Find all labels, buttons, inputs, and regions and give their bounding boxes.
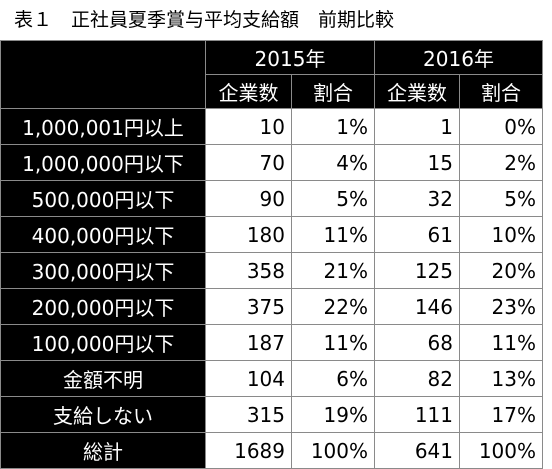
count-2016-cell: 1 [374,108,460,145]
row-label: 100,000円以下 [0,324,206,361]
table-row: 300,000円以下 358 21% 125 20% [0,252,543,289]
count-2016-cell: 61 [374,216,460,253]
row-label: 支給しない [0,396,206,433]
row-label: 金額不明 [0,360,206,397]
count-2015-cell: 1689 [205,432,292,469]
ratio-2016-cell: 2% [459,144,543,181]
row-label: 300,000円以下 [0,252,206,289]
ratio-2015-header: 割合 [291,74,375,109]
ratio-2016-cell: 17% [459,396,543,433]
table-row: 200,000円以下 375 22% 146 23% [0,288,543,325]
count-2016-cell: 125 [374,252,460,289]
table-row: 400,000円以下 180 11% 61 10% [0,216,543,253]
ratio-2015-cell: 6% [291,360,375,397]
ratio-2015-cell: 5% [291,180,375,217]
ratio-2015-cell: 19% [291,396,375,433]
count-2015-cell: 180 [205,216,292,253]
row-label: 1,000,001円以上 [0,108,206,145]
count-2015-cell: 104 [205,360,292,397]
ratio-2016-cell: 10% [459,216,543,253]
table-row: 1,000,000円以下 70 4% 15 2% [0,144,543,181]
ratio-2016-cell: 5% [459,180,543,217]
count-2016-cell: 146 [374,288,460,325]
corner-cell [0,40,206,109]
table-row: 支給しない 315 19% 111 17% [0,396,543,433]
table-row: 100,000円以下 187 11% 68 11% [0,324,543,361]
count-2016-header: 企業数 [374,74,460,109]
table-row: 金額不明 104 6% 82 13% [0,360,543,397]
count-2015-cell: 315 [205,396,292,433]
count-2015-cell: 70 [205,144,292,181]
ratio-2016-header: 割合 [459,74,543,109]
count-2016-cell: 111 [374,396,460,433]
year-2015-header: 2015年 [205,40,375,75]
row-label: 200,000円以下 [0,288,206,325]
count-2016-cell: 32 [374,180,460,217]
year-2016-header: 2016年 [374,40,543,75]
count-2015-cell: 187 [205,324,292,361]
ratio-2015-cell: 21% [291,252,375,289]
table-row: 1,000,001円以上 10 1% 1 0% [0,108,543,145]
ratio-2016-cell: 20% [459,252,543,289]
ratio-2015-cell: 11% [291,324,375,361]
count-2015-cell: 358 [205,252,292,289]
count-2015-cell: 90 [205,180,292,217]
count-2016-cell: 68 [374,324,460,361]
ratio-2015-cell: 1% [291,108,375,145]
subheader-row: 企業数 割合 企業数 割合 [1,74,543,109]
table-row: 総計 1689 100% 641 100% [0,432,543,469]
ratio-2015-cell: 22% [291,288,375,325]
ratio-2015-cell: 11% [291,216,375,253]
count-2016-cell: 641 [374,432,460,469]
ratio-2016-cell: 100% [459,432,543,469]
row-label: 500,000円以下 [0,180,206,217]
ratio-2015-cell: 100% [291,432,375,469]
ratio-2015-cell: 4% [291,144,375,181]
bonus-comparison-table: 2015年 2016年 企業数 割合 企業数 割合 1,000,001円以上 10… [0,40,543,469]
ratio-2016-cell: 13% [459,360,543,397]
ratio-2016-cell: 23% [459,288,543,325]
table-row: 500,000円以下 90 5% 32 5% [0,180,543,217]
row-label: 1,000,000円以下 [0,144,206,181]
year-header-row: 2015年 2016年 [0,40,543,109]
row-label: 400,000円以下 [0,216,206,253]
ratio-2016-cell: 11% [459,324,543,361]
count-2016-cell: 82 [374,360,460,397]
count-2015-header: 企業数 [205,74,292,109]
count-2016-cell: 15 [374,144,460,181]
row-label: 総計 [0,432,206,469]
count-2015-cell: 375 [205,288,292,325]
table-title: 表１ 正社員夏季賞与平均支給額 前期比較 [14,9,395,31]
ratio-2016-cell: 0% [459,108,543,145]
count-2015-cell: 10 [205,108,292,145]
